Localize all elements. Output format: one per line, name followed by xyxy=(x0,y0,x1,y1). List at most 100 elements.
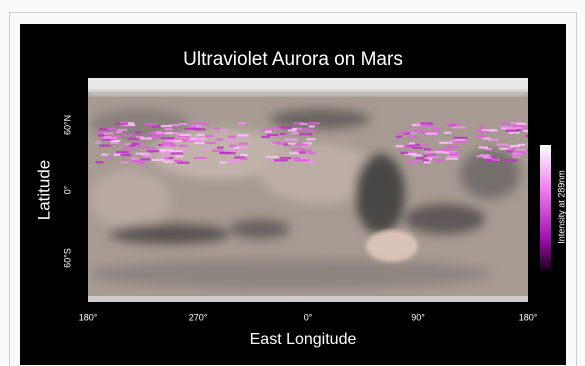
aurora-streak xyxy=(201,123,210,125)
aurora-streak xyxy=(506,127,517,129)
aurora-streak xyxy=(449,154,459,156)
aurora-streak xyxy=(129,145,136,147)
aurora-streak xyxy=(291,132,298,134)
aurora-streak xyxy=(274,159,288,161)
aurora-streak xyxy=(496,144,509,146)
aurora-streak xyxy=(516,149,526,151)
aurora-streak xyxy=(434,160,445,162)
aurora-streak xyxy=(309,129,315,131)
x-tick-label: 90° xyxy=(411,312,425,322)
aurora-streak xyxy=(131,157,139,159)
aurora-streak xyxy=(220,129,229,131)
y-tick-label: 0° xyxy=(62,185,72,194)
aurora-streak xyxy=(176,155,183,157)
aurora-streak xyxy=(229,149,241,151)
aurora-streak xyxy=(309,122,320,124)
aurora-streak xyxy=(396,136,402,138)
aurora-streak xyxy=(420,144,427,146)
aurora-streak xyxy=(133,141,143,143)
aurora-streak xyxy=(115,131,122,133)
aurora-streak xyxy=(404,146,411,148)
aurora-streak xyxy=(408,136,417,138)
aurora-streak xyxy=(507,150,514,152)
aurora-streak xyxy=(179,134,191,136)
aurora-streak xyxy=(212,150,224,152)
aurora-streak xyxy=(421,125,434,127)
aurora-streak xyxy=(504,159,518,161)
aurora-streak xyxy=(152,126,160,128)
aurora-streak xyxy=(178,123,187,125)
aurora-streak xyxy=(284,138,298,140)
aurora-streak xyxy=(161,125,171,127)
aurora-streak xyxy=(507,148,516,150)
aurora-streak xyxy=(194,142,205,144)
aurora-streak xyxy=(205,142,216,144)
aurora-streak xyxy=(409,142,415,144)
aurora-streak xyxy=(475,130,481,132)
aurora-streak xyxy=(147,150,160,152)
aurora-streak xyxy=(136,145,148,147)
aurora-streak xyxy=(164,161,173,163)
aurora-streak xyxy=(95,141,101,143)
aurora-streak xyxy=(161,144,173,146)
aurora-streak xyxy=(288,129,296,131)
aurora-streak xyxy=(261,136,270,138)
aurora-streak xyxy=(444,132,451,134)
aurora-streak xyxy=(512,155,520,157)
aurora-streak xyxy=(297,159,310,161)
aurora-streak xyxy=(99,145,111,147)
aurora-streak xyxy=(193,122,200,124)
aurora-streak xyxy=(136,153,150,155)
aurora-streak xyxy=(112,135,121,137)
x-tick-label: 180° xyxy=(519,312,538,322)
aurora-streak xyxy=(406,161,419,163)
x-tick-label: 0° xyxy=(304,312,313,322)
aurora-streak xyxy=(446,158,458,160)
aurora-streak xyxy=(513,125,526,127)
aurora-streak xyxy=(237,134,248,136)
aurora-streak xyxy=(454,137,467,139)
aurora-streak xyxy=(265,130,272,132)
y-tick-label: 60°S xyxy=(62,248,72,268)
aurora-streak xyxy=(225,139,237,141)
aurora-streak xyxy=(203,148,212,150)
aurora-streak xyxy=(164,128,172,130)
aurora-streak xyxy=(190,138,197,140)
aurora-streak xyxy=(98,134,105,136)
aurora-streak xyxy=(219,161,227,163)
aurora-streak xyxy=(131,160,143,162)
aurora-streak xyxy=(140,137,152,139)
y-axis-label: Latitude xyxy=(34,160,53,221)
aurora-streak xyxy=(117,129,127,131)
aurora-streak xyxy=(107,128,116,130)
aurora-streak xyxy=(214,127,220,129)
aurora-streak xyxy=(229,145,236,147)
aurora-streak xyxy=(123,134,134,136)
aurora-streak xyxy=(184,128,196,130)
aurora-streak xyxy=(121,161,129,163)
aurora-streak xyxy=(240,158,247,160)
x-tick-label: 180° xyxy=(79,312,98,322)
aurora-streak xyxy=(453,126,466,128)
aurora-streak xyxy=(266,156,278,158)
aurora-streak xyxy=(424,148,431,150)
aurora-streak xyxy=(293,157,300,159)
aurora-streak xyxy=(454,140,467,142)
aurora-streak xyxy=(142,155,152,157)
aurora-streak xyxy=(295,143,307,145)
aurora-streak xyxy=(400,152,408,154)
aurora-streak xyxy=(416,157,424,159)
aurora-streak xyxy=(399,131,409,133)
aurora-streak xyxy=(423,159,430,161)
aurora-streak xyxy=(483,157,492,159)
aurora-streak xyxy=(147,147,157,149)
y-tick-label: 60°N xyxy=(62,115,72,135)
aurora-streak xyxy=(228,160,242,162)
aurora-streak xyxy=(413,130,424,132)
aurora-streak xyxy=(237,122,246,124)
aurora-streak xyxy=(115,123,128,125)
colorbar-label: Intensity at 289nm xyxy=(556,170,566,244)
aurora-streak xyxy=(159,150,166,152)
aurora-streak xyxy=(196,134,205,136)
aurora-streak xyxy=(139,162,145,164)
